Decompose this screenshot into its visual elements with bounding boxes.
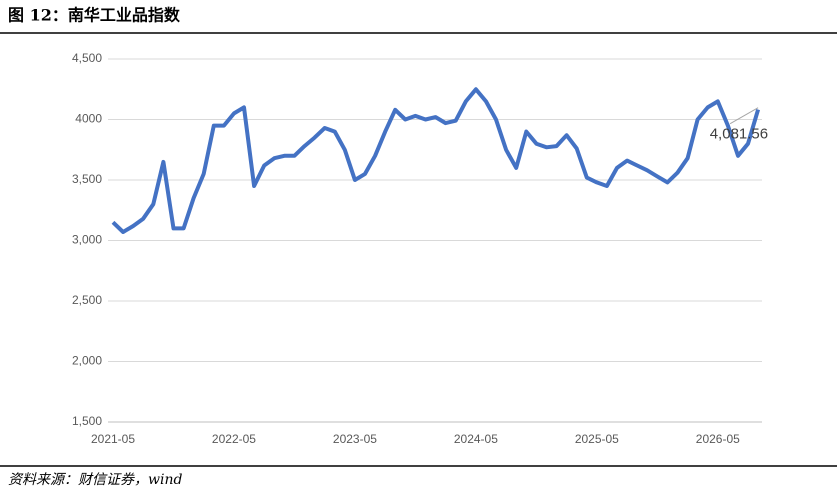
x-tick-label: 2021-05 (91, 432, 135, 446)
x-tick-label: 2026-05 (696, 432, 740, 446)
label-leader (729, 107, 759, 125)
value-label: 4,081.56 (710, 126, 768, 143)
y-tick-label: 1,500 (72, 414, 102, 428)
line-series (111, 87, 761, 234)
y-tick-label: 2,000 (72, 354, 102, 368)
chart-title: 图 12：南华工业品指数 (8, 6, 181, 25)
y-tick-label: 3,000 (72, 233, 102, 247)
x-tick-label: 2024-05 (454, 432, 498, 446)
y-tick-label: 2,500 (72, 293, 102, 307)
source-note: 资料来源：财信证券，wind (8, 472, 182, 488)
x-tick-label: 2025-05 (575, 432, 619, 446)
y-tick-label: 4,500 (72, 51, 102, 65)
y-tick-label: 4000 (75, 112, 102, 126)
y-tick-label: 3,500 (72, 172, 102, 186)
x-tick-label: 2022-05 (212, 432, 256, 446)
x-tick-label: 2023-05 (333, 432, 377, 446)
